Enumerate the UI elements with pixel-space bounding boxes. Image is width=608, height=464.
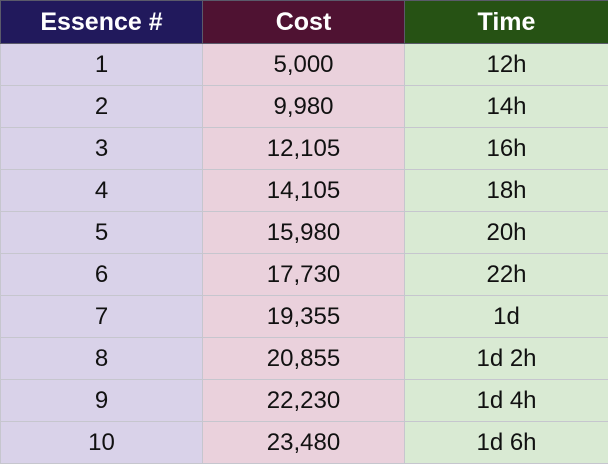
time-cell: 18h [404,169,608,212]
time-cell: 1d [404,295,608,338]
time-cell: 1d 2h [404,337,608,380]
table-row: 5 15,980 20h [0,211,608,254]
essence-number-cell: 10 [0,421,203,464]
table-body: 1 5,000 12h 2 9,980 14h 3 12,105 16h 4 14,105 18h 5 1… [0,43,608,464]
essence-number-cell: 2 [0,85,203,128]
cost-cell: 20,855 [202,337,405,380]
essence-number-cell: 7 [0,295,203,338]
table-row: 9 22,230 1d 4h [0,379,608,422]
essence-number-cell: 6 [0,253,203,296]
time-cell: 12h [404,43,608,86]
essence-number-cell: 8 [0,337,203,380]
cost-cell: 12,105 [202,127,405,170]
table-row: 10 23,480 1d 6h [0,421,608,464]
table-row: 7 19,355 1d [0,295,608,338]
table-row: 6 17,730 22h [0,253,608,296]
essence-number-cell: 3 [0,127,203,170]
cost-cell: 23,480 [202,421,405,464]
table-row: 2 9,980 14h [0,85,608,128]
time-cell: 14h [404,85,608,128]
essence-number-cell: 5 [0,211,203,254]
cost-cell: 19,355 [202,295,405,338]
time-cell: 22h [404,253,608,296]
cost-cell: 9,980 [202,85,405,128]
cost-cell: 5,000 [202,43,405,86]
time-cell: 16h [404,127,608,170]
cost-cell: 22,230 [202,379,405,422]
essence-number-cell: 4 [0,169,203,212]
table-row: 8 20,855 1d 2h [0,337,608,380]
time-cell: 20h [404,211,608,254]
cost-cell: 14,105 [202,169,405,212]
essence-number-cell: 1 [0,43,203,86]
cost-cell: 17,730 [202,253,405,296]
time-cell: 1d 6h [404,421,608,464]
header-cost: Cost [202,0,405,44]
header-row: Essence # Cost Time [0,0,608,44]
table-row: 3 12,105 16h [0,127,608,170]
table-row: 4 14,105 18h [0,169,608,212]
essence-number-cell: 9 [0,379,203,422]
table-row: 1 5,000 12h [0,43,608,86]
time-cell: 1d 4h [404,379,608,422]
cost-cell: 15,980 [202,211,405,254]
header-essence-number: Essence # [0,0,203,44]
header-time: Time [404,0,608,44]
